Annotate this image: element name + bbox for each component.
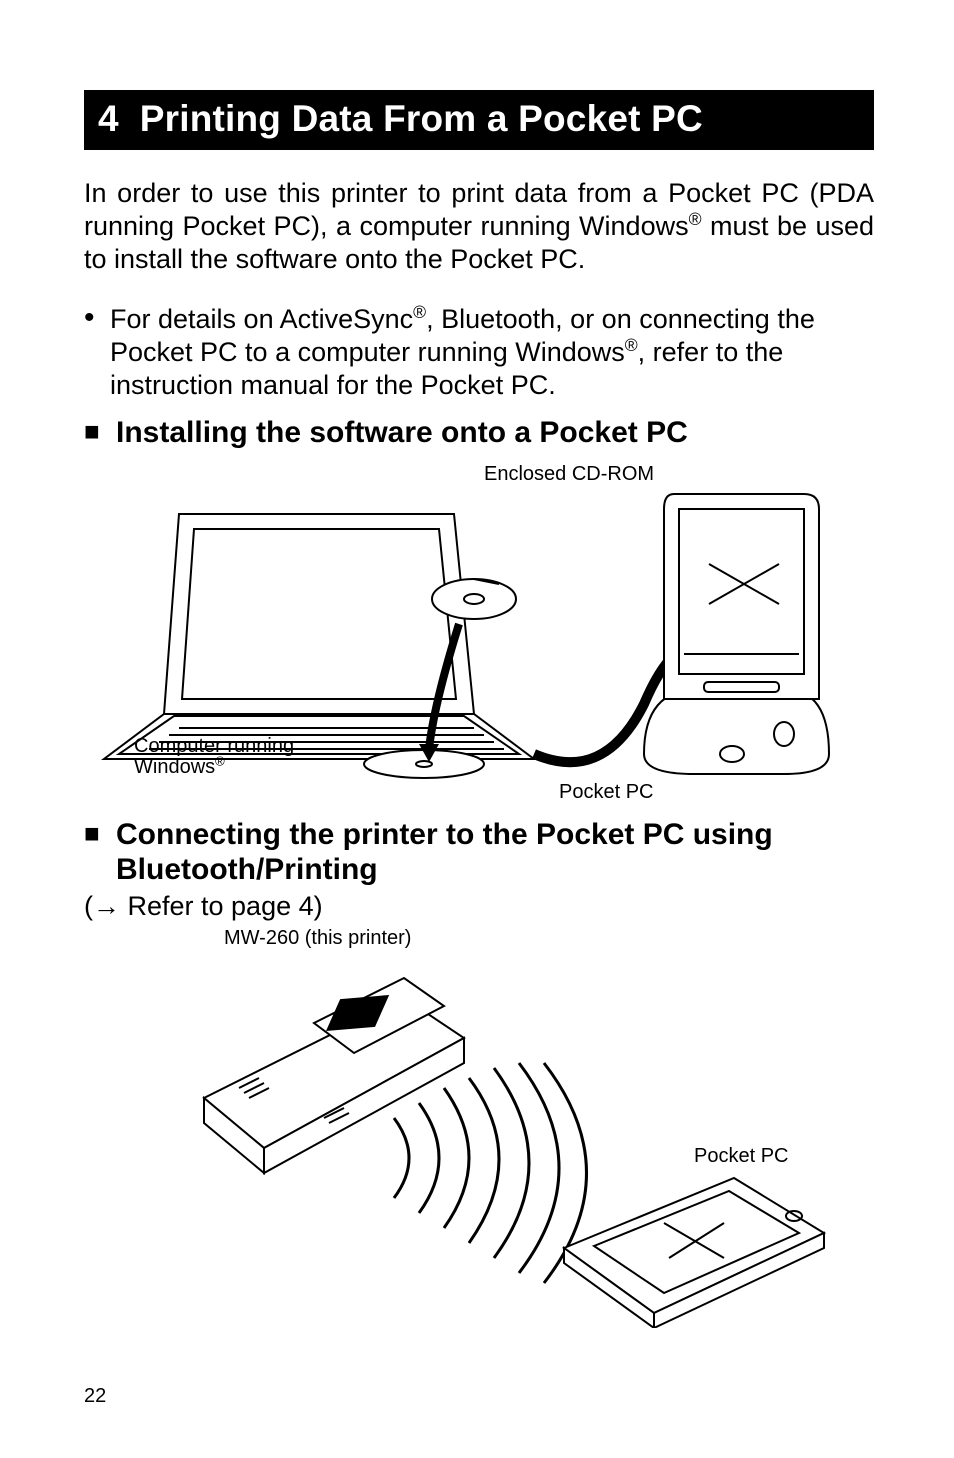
bullet-item: For details on ActiveSync®, Bluetooth, o… <box>84 303 874 402</box>
figure-bluetooth: MW-260 (this printer) Pocket PC <box>84 928 874 1328</box>
page-number: 22 <box>84 1385 106 1408</box>
registered-mark: ® <box>413 302 426 322</box>
chapter-heading-bar: 4 Printing Data From a Pocket PC <box>84 90 874 150</box>
figure-install: Enclosed CD-ROM Computer running Windows… <box>84 454 874 804</box>
bullet-text-a: For details on ActiveSync <box>110 304 413 334</box>
intro-paragraph: In order to use this printer to print da… <box>84 177 874 276</box>
refer-note: (→ Refer to page 4) <box>84 891 874 922</box>
section-heading-text: Connecting the printer to the Pocket PC … <box>116 818 773 886</box>
bluetooth-diagram <box>84 928 874 1328</box>
label-pocket-pc: Pocket PC <box>559 782 653 803</box>
registered-mark: ® <box>625 335 638 355</box>
label-printer: MW-260 (this printer) <box>224 928 411 949</box>
section-heading-connect: Connecting the printer to the Pocket PC … <box>84 818 874 887</box>
label-pocket-pc: Pocket PC <box>694 1146 788 1167</box>
chapter-number: 4 <box>98 98 119 139</box>
bullet-list: For details on ActiveSync®, Bluetooth, o… <box>84 303 874 402</box>
registered-mark: ® <box>215 753 225 768</box>
registered-mark: ® <box>689 209 702 229</box>
label-cdrom: Enclosed CD-ROM <box>484 464 654 485</box>
section-heading-install: Installing the software onto a Pocket PC <box>84 416 874 451</box>
chapter-title: Printing Data From a Pocket PC <box>140 98 703 139</box>
label-computer: Computer running Windows® <box>134 736 294 778</box>
label-computer-line2: Windows <box>134 756 215 778</box>
section-heading-text: Installing the software onto a Pocket PC <box>116 416 688 449</box>
